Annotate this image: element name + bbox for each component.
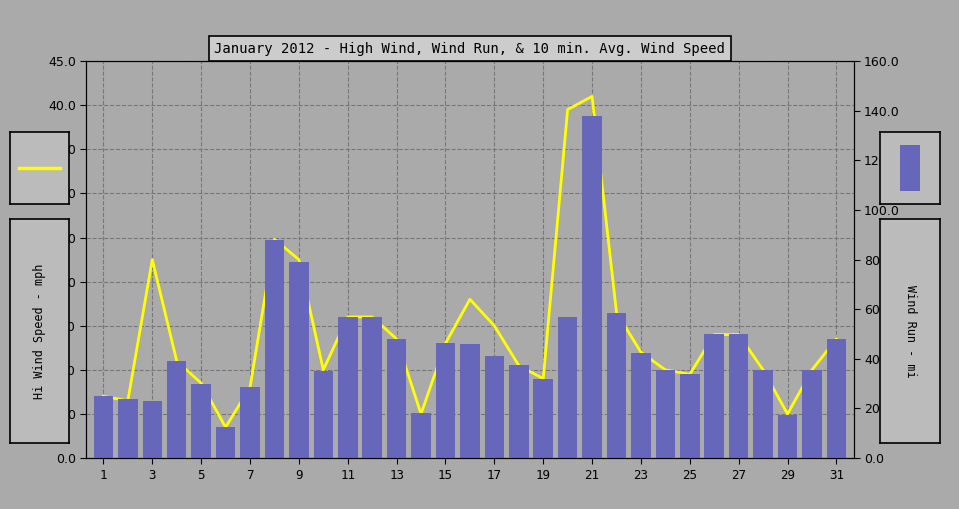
- Hi Wind Speed: [220, 424, 231, 430]
- Bar: [411, 413, 431, 458]
- Hi Wind Speed: [366, 314, 378, 320]
- Bar: [533, 379, 553, 458]
- Bar: [192, 384, 211, 458]
- Hi Wind Speed: [196, 380, 207, 386]
- Bar: [435, 427, 456, 458]
- Bar: [509, 427, 528, 458]
- Bar: [631, 418, 651, 458]
- Hi Wind Speed: [660, 367, 671, 373]
- Bar: [484, 427, 504, 458]
- Bar: [656, 436, 675, 458]
- Bar: [533, 427, 553, 458]
- Bar: [754, 370, 773, 458]
- Bar: [363, 317, 382, 458]
- Bar: [338, 405, 358, 458]
- Hi Wind Speed: [245, 384, 256, 390]
- Hi Wind Speed: [830, 336, 842, 342]
- Bar: [802, 370, 822, 458]
- Hi Wind Speed: [440, 341, 452, 347]
- Bar: [338, 317, 358, 458]
- Hi Wind Speed: [342, 314, 354, 320]
- Hi Wind Speed: [733, 331, 744, 337]
- Line: Hi Wind Speed: Hi Wind Speed: [104, 96, 836, 427]
- Bar: [827, 427, 846, 458]
- Bar: [386, 339, 407, 458]
- Hi Wind Speed: [293, 257, 305, 263]
- Bar: [314, 371, 333, 458]
- Hi Wind Speed: [562, 106, 573, 112]
- Hi Wind Speed: [807, 367, 818, 373]
- Bar: [386, 410, 407, 458]
- Bar: [778, 415, 797, 458]
- Hi Wind Speed: [488, 323, 500, 329]
- Hi Wind Speed: [611, 309, 622, 316]
- Bar: [460, 423, 480, 458]
- Bar: [265, 436, 284, 458]
- Bar: [582, 379, 602, 458]
- Bar: [484, 356, 504, 458]
- Bar: [289, 427, 309, 458]
- Bar: [94, 396, 113, 458]
- Title: January 2012 - High Wind, Wind Run, & 10 min. Avg. Wind Speed: January 2012 - High Wind, Wind Run, & 10…: [215, 42, 725, 56]
- Bar: [216, 454, 235, 458]
- Hi Wind Speed: [317, 367, 329, 373]
- Bar: [192, 449, 211, 458]
- Hi Wind Speed: [415, 411, 427, 417]
- Bar: [680, 440, 699, 458]
- Bar: [167, 440, 186, 458]
- Bar: [705, 432, 724, 458]
- Bar: [118, 399, 138, 458]
- Bar: [680, 374, 699, 458]
- Bar: [729, 334, 748, 458]
- Bar: [754, 432, 773, 458]
- Bar: [509, 365, 528, 458]
- Hi Wind Speed: [758, 367, 769, 373]
- Bar: [705, 334, 724, 458]
- Hi Wind Speed: [122, 398, 133, 404]
- Bar: [582, 116, 602, 458]
- Hi Wind Speed: [391, 336, 403, 342]
- Hi Wind Speed: [98, 393, 109, 400]
- Bar: [241, 454, 260, 458]
- Hi Wind Speed: [586, 93, 597, 99]
- Bar: [411, 449, 431, 458]
- Bar: [143, 401, 162, 458]
- Bar: [558, 317, 577, 458]
- Bar: [167, 361, 186, 458]
- Bar: [265, 240, 284, 458]
- Hi Wind Speed: [464, 296, 476, 302]
- Bar: [435, 343, 456, 458]
- Hi Wind Speed: [513, 362, 525, 369]
- Bar: [900, 145, 921, 191]
- Bar: [241, 387, 260, 458]
- Bar: [289, 262, 309, 458]
- Bar: [631, 353, 651, 458]
- Bar: [607, 392, 626, 458]
- Bar: [460, 344, 480, 458]
- Bar: [607, 313, 626, 458]
- Bar: [656, 370, 675, 458]
- Bar: [314, 449, 333, 458]
- Hi Wind Speed: [147, 257, 158, 263]
- Hi Wind Speed: [269, 236, 280, 242]
- Hi Wind Speed: [782, 411, 793, 417]
- Bar: [827, 339, 846, 458]
- Bar: [778, 449, 797, 458]
- Bar: [118, 440, 138, 458]
- Bar: [94, 432, 113, 458]
- Bar: [802, 427, 822, 458]
- Hi Wind Speed: [684, 371, 695, 377]
- Bar: [558, 383, 577, 458]
- Hi Wind Speed: [709, 331, 720, 337]
- Hi Wind Speed: [537, 376, 549, 382]
- Hi Wind Speed: [635, 349, 646, 355]
- Bar: [216, 427, 235, 458]
- Bar: [363, 405, 382, 458]
- Hi Wind Speed: [171, 358, 182, 364]
- Bar: [729, 414, 748, 458]
- Bar: [143, 423, 162, 458]
- Text: Hi Wind Speed - mph: Hi Wind Speed - mph: [33, 263, 46, 399]
- Text: Wind Run - mi: Wind Run - mi: [903, 285, 917, 377]
